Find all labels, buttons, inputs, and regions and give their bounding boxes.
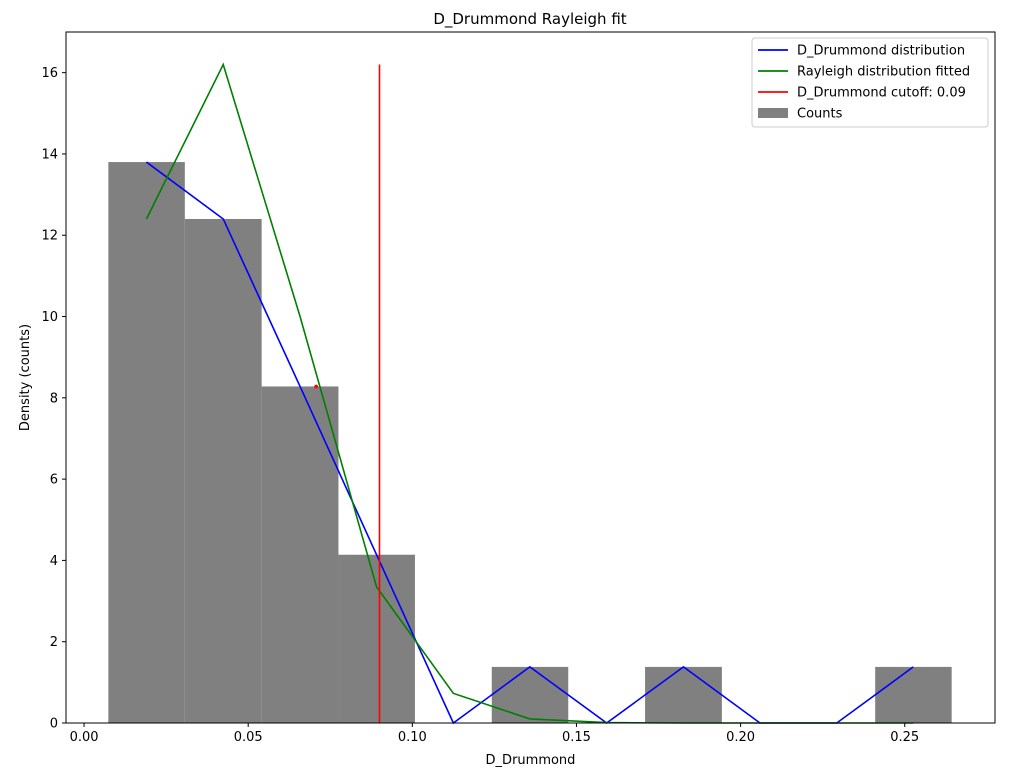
x-tick-label: 0.00 — [70, 730, 99, 745]
histogram-bar — [184, 218, 262, 723]
axes-frame — [65, 31, 996, 724]
x-tick-label: 0.10 — [398, 730, 427, 745]
legend-label: Rayleigh distribution fitted — [797, 65, 970, 80]
histogram-bar — [338, 554, 415, 723]
chart-title: D_Drummond Rayleigh fit — [433, 10, 626, 29]
x-axis: 0.00 0.05 0.10 0.15 0.20 0.25 — [70, 723, 919, 745]
y-tick-label: 0 — [50, 717, 58, 732]
histogram-bar — [261, 386, 339, 723]
y-tick-label: 10 — [41, 310, 58, 325]
y-tick-label: 6 — [50, 473, 58, 488]
y-tick-label: 2 — [50, 635, 58, 650]
y-axis: 0 2 4 6 8 10 12 14 16 — [41, 66, 66, 732]
legend-label: D_Drummond distribution — [797, 44, 965, 59]
histogram-bar — [875, 666, 952, 723]
y-tick-label: 8 — [50, 391, 58, 406]
histogram-bars — [108, 162, 952, 724]
histogram-bar — [491, 666, 569, 723]
plot-area — [65, 31, 996, 725]
y-axis-label: Density (counts) — [18, 324, 33, 431]
legend-label: Counts — [797, 107, 843, 122]
y-tick-label: 14 — [41, 147, 58, 162]
x-tick-label: 0.05 — [234, 730, 263, 745]
x-tick-label: 0.15 — [562, 730, 591, 745]
legend-swatch — [758, 108, 788, 118]
x-axis-label: D_Drummond — [486, 753, 576, 768]
marker-point — [314, 384, 318, 389]
x-tick-label: 0.25 — [890, 730, 919, 745]
y-tick-label: 12 — [41, 229, 58, 244]
y-tick-label: 4 — [50, 554, 58, 569]
histogram-bar — [108, 162, 185, 724]
legend-label: D_Drummond cutoff: 0.09 — [797, 86, 966, 101]
legend-frame — [751, 37, 989, 128]
legend: D_Drummond distribution Rayleigh distribu… — [751, 37, 989, 128]
x-tick-label: 0.20 — [726, 730, 755, 745]
histogram-bar — [645, 666, 722, 723]
y-tick-label: 16 — [41, 66, 58, 81]
